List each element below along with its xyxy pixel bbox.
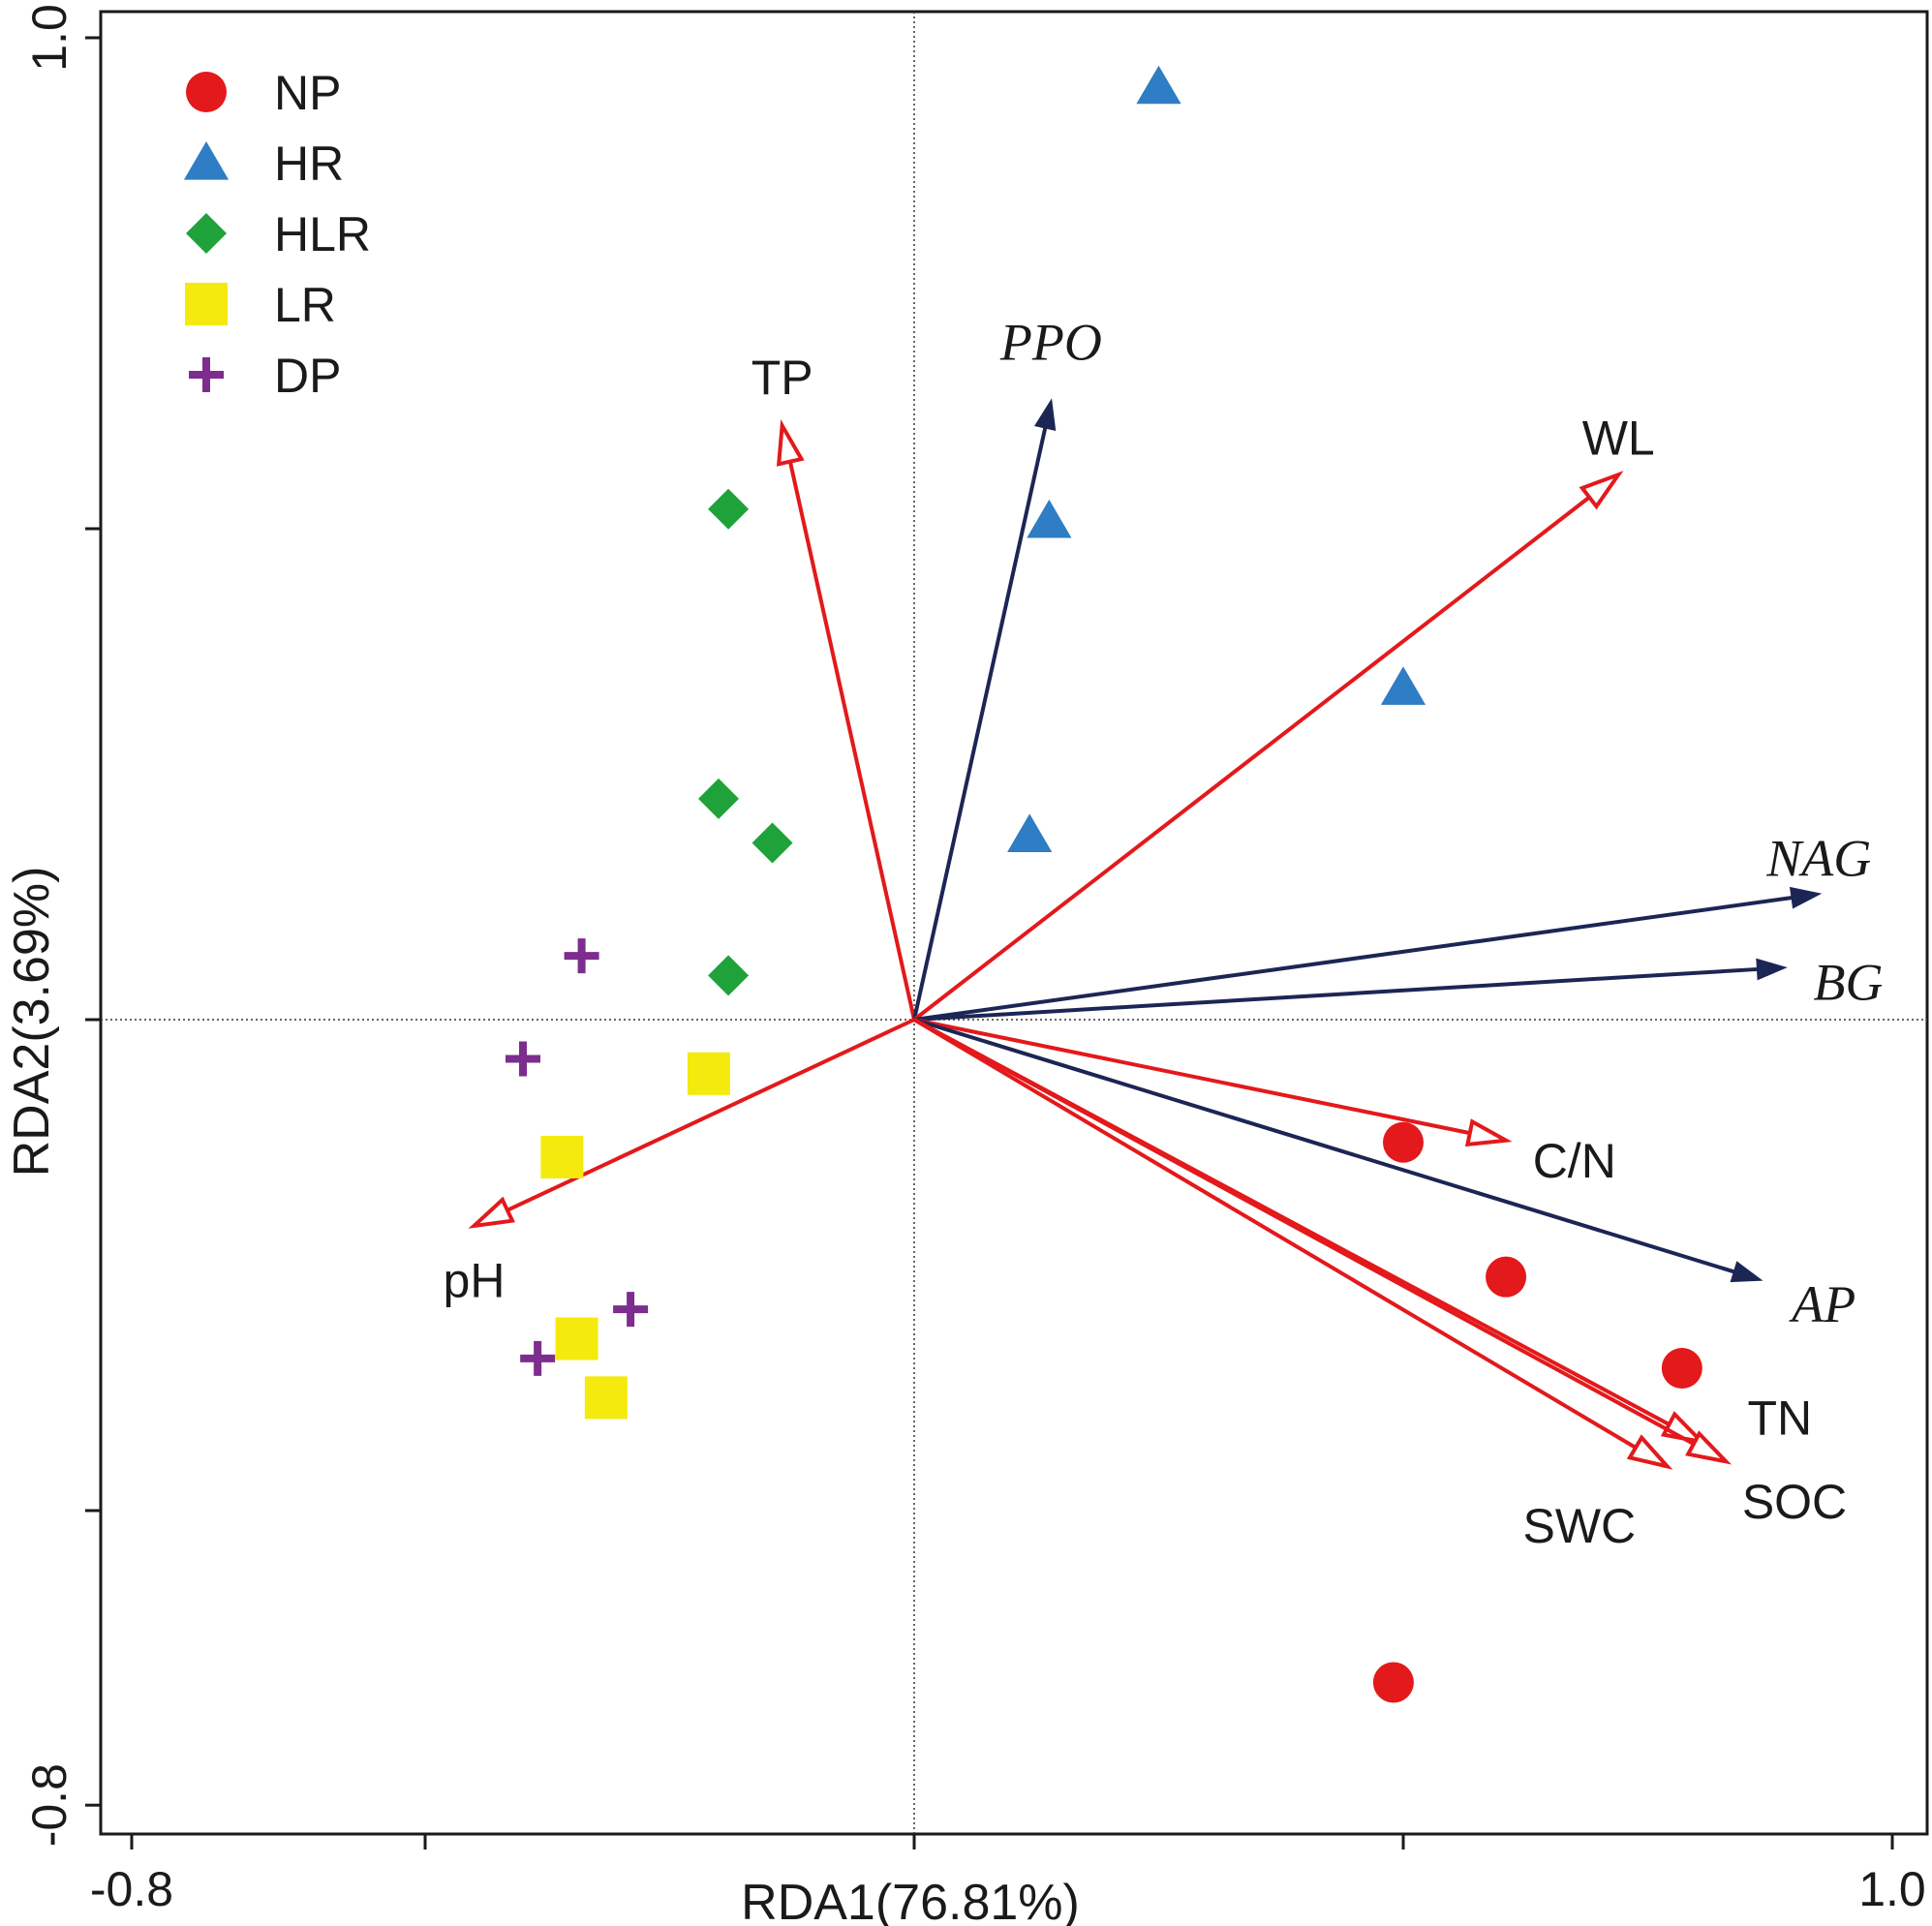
vectors: TP PPO WL NAG BG C/N AP TN SWC SOC pH xyxy=(444,313,1884,1553)
vector-swc: SWC xyxy=(912,1018,1673,1553)
legend-item-dp: DP xyxy=(189,349,341,403)
vector-soc: SOC xyxy=(913,1018,1847,1529)
point-hr xyxy=(1136,65,1181,105)
vector-ph: pH xyxy=(444,1018,915,1308)
vector-line-ph xyxy=(506,1018,915,1212)
vector-head-ap xyxy=(1730,1261,1763,1283)
sample-points xyxy=(506,65,1702,1703)
vector-label-swc: SWC xyxy=(1522,1499,1636,1553)
vector-tp: TP xyxy=(751,351,916,1021)
vector-head-nag xyxy=(1789,886,1823,909)
legend-marker-hr xyxy=(183,141,230,180)
vector-line-ap xyxy=(913,1018,1737,1274)
vector-head-ph xyxy=(468,1196,515,1229)
vector-label-soc: SOC xyxy=(1742,1475,1847,1529)
vector-head-bg xyxy=(1756,958,1788,981)
vector-line-tp xyxy=(787,461,916,1021)
point-hr xyxy=(1027,499,1072,538)
legend-item-hr: HR xyxy=(183,137,344,191)
legend-label-dp: DP xyxy=(274,349,341,403)
vector-line-ppo xyxy=(912,425,1048,1021)
legend-item-lr: LR xyxy=(185,278,336,332)
y-axis-ticks: 1.0 -0.8 xyxy=(22,4,101,1847)
vector-head-c-n xyxy=(1464,1118,1513,1147)
point-dp xyxy=(564,938,599,974)
series-hlr xyxy=(698,488,793,996)
vector-label-tn: TN xyxy=(1748,1391,1813,1446)
vector-line-bg xyxy=(913,966,1761,1022)
point-lr xyxy=(555,1317,598,1360)
vector-nag: NAG xyxy=(913,830,1871,1022)
point-dp xyxy=(613,1292,649,1328)
vector-head-swc xyxy=(1626,1434,1673,1470)
y-tick-label: -0.8 xyxy=(22,1763,77,1847)
point-lr xyxy=(540,1135,584,1178)
reference-lines xyxy=(101,12,1927,1834)
series-hr xyxy=(1007,65,1426,852)
x-tick-label: 1.0 xyxy=(1858,1862,1926,1916)
point-dp xyxy=(506,1041,540,1077)
x-tick-label: -0.8 xyxy=(90,1862,173,1916)
legend: NP HR HLR LR DP xyxy=(183,66,371,403)
point-hlr xyxy=(698,778,739,819)
vector-label-tp: TP xyxy=(751,351,813,405)
legend-label-np: NP xyxy=(274,66,341,120)
series-np xyxy=(1372,1121,1702,1703)
legend-marker-lr xyxy=(185,283,228,325)
legend-label-lr: LR xyxy=(274,278,336,332)
point-hlr xyxy=(708,955,750,996)
series-dp xyxy=(506,938,649,1376)
vector-label-wl: WL xyxy=(1582,412,1655,466)
legend-marker-np xyxy=(186,72,227,112)
vector-label-ap: AP xyxy=(1789,1275,1855,1333)
vector-label-bg: BG xyxy=(1814,953,1884,1011)
vector-line-nag xyxy=(913,895,1794,1022)
vector-line-swc xyxy=(912,1018,1638,1450)
vector-wl: WL xyxy=(912,412,1655,1022)
vector-label-ppo: PPO xyxy=(999,313,1102,371)
point-np xyxy=(1661,1347,1702,1389)
legend-marker-dp xyxy=(189,357,224,392)
point-hr xyxy=(1007,813,1053,852)
point-np xyxy=(1486,1256,1527,1298)
point-hr xyxy=(1380,666,1426,705)
point-lr xyxy=(687,1052,730,1095)
series-lr xyxy=(540,1052,730,1420)
vector-bg: BG xyxy=(913,953,1884,1022)
y-axis-title: RDA2(3.69%) xyxy=(4,867,60,1177)
vector-head-wl xyxy=(1579,471,1624,510)
point-hlr xyxy=(708,488,750,530)
vector-head-ppo xyxy=(1033,398,1057,431)
legend-item-hlr: HLR xyxy=(186,207,371,261)
legend-item-np: NP xyxy=(186,66,341,120)
x-axis-title: RDA1(76.81%) xyxy=(741,1875,1080,1926)
legend-marker-hlr xyxy=(186,213,227,254)
point-lr xyxy=(584,1376,628,1420)
legend-label-hlr: HLR xyxy=(274,207,371,261)
vector-line-soc xyxy=(913,1018,1695,1446)
vector-line-wl xyxy=(912,495,1591,1022)
x-axis-ticks: -0.8 1.0 xyxy=(90,1834,1926,1916)
vector-line-c-n xyxy=(913,1018,1471,1136)
vector-head-soc xyxy=(1685,1430,1733,1465)
point-hlr xyxy=(751,822,793,864)
y-tick-label: 1.0 xyxy=(22,4,77,72)
point-np xyxy=(1383,1121,1424,1163)
vector-ap: AP xyxy=(913,1018,1855,1333)
vector-ppo: PPO xyxy=(912,313,1102,1021)
point-dp xyxy=(520,1340,556,1376)
point-np xyxy=(1372,1662,1414,1703)
vector-label-nag: NAG xyxy=(1765,830,1871,888)
legend-label-hr: HR xyxy=(274,137,344,191)
vector-c-n: C/N xyxy=(913,1018,1616,1188)
vector-label-c-n: C/N xyxy=(1533,1134,1616,1188)
plot-frame xyxy=(99,10,1929,1836)
vector-label-ph: pH xyxy=(444,1254,506,1308)
vector-head-tp xyxy=(776,419,805,467)
